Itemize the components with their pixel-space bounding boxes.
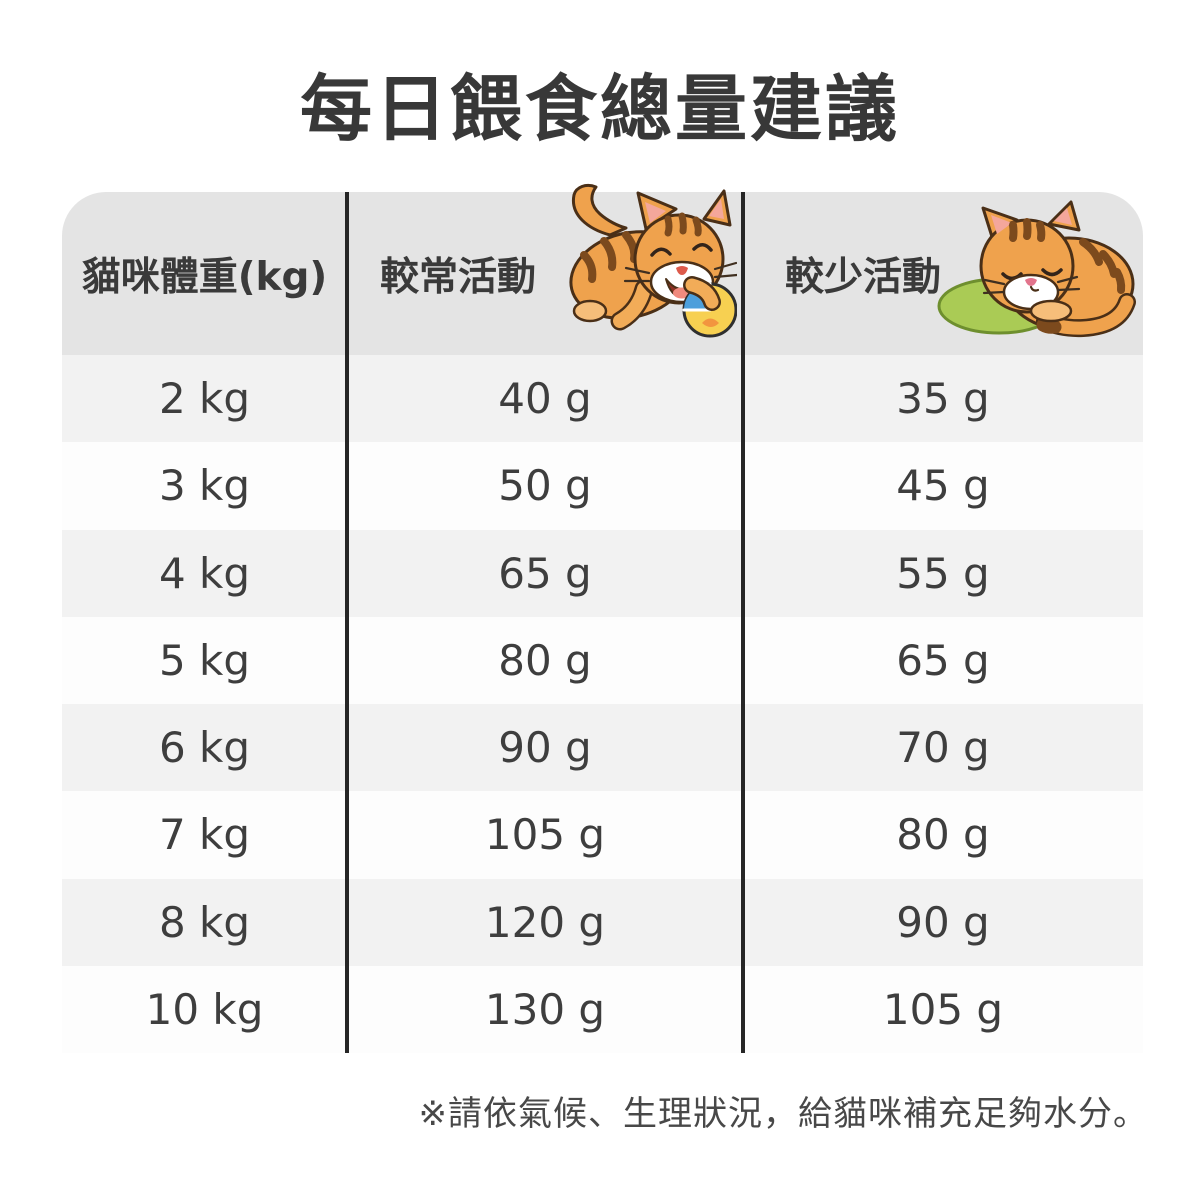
table-row: 4 kg 65 g 55 g (62, 529, 1143, 617)
active-amount-cell: 130 g (484, 984, 606, 1034)
weight-cell: 3 kg (158, 461, 251, 511)
inactive-amount-cell: 55 g (896, 548, 990, 598)
active-amount-cell: 80 g (498, 635, 592, 685)
inactive-amount-cell: 45 g (896, 461, 990, 511)
active-amount-cell: 90 g (498, 723, 592, 773)
inactive-amount-cell: 90 g (896, 897, 990, 947)
column-divider (741, 192, 745, 1053)
table-row: 7 kg 105 g 80 g (62, 791, 1143, 879)
weight-cell: 2 kg (158, 374, 251, 424)
table-row: 2 kg 40 g 35 g (62, 355, 1143, 443)
active-amount-cell: 40 g (498, 374, 592, 424)
table-row: 6 kg 90 g 70 g (62, 704, 1143, 792)
weight-cell: 4 kg (158, 548, 251, 598)
header-more-active: 較常活動 (380, 254, 537, 300)
column-divider (345, 192, 349, 1053)
table-row: 10 kg 130 g 105 g (62, 965, 1143, 1053)
table-row: 3 kg 50 g 45 g (62, 442, 1143, 530)
header-weight: 貓咪體重(kg) (81, 254, 328, 300)
inactive-amount-cell: 65 g (896, 635, 990, 685)
sleeping-cat-on-pillow-icon (937, 200, 1136, 338)
footnote: ※請依氣候、生理狀況，給貓咪補充足夠水分。 (418, 1094, 1148, 1134)
inactive-amount-cell: 35 g (896, 374, 990, 424)
page-title: 每日餵食總量建議 (299, 67, 900, 151)
weight-cell: 8 kg (158, 897, 251, 947)
inactive-amount-cell: 70 g (896, 723, 990, 773)
active-amount-cell: 50 g (498, 461, 592, 511)
weight-cell: 10 kg (145, 984, 264, 1034)
table-row: 8 kg 120 g 90 g (62, 878, 1143, 966)
header-less-active: 較少活動 (785, 254, 942, 300)
feeding-table: 貓咪體重(kg) 較常活動 較少活動 2 kg 40 g 35 g 3 kg 5… (62, 183, 1143, 1053)
inactive-amount-cell: 80 g (896, 810, 990, 860)
table-row: 5 kg 80 g 65 g (62, 616, 1143, 704)
weight-cell: 7 kg (158, 810, 251, 860)
active-amount-cell: 65 g (498, 548, 592, 598)
active-amount-cell: 105 g (484, 810, 606, 860)
inactive-amount-cell: 105 g (882, 984, 1004, 1034)
weight-cell: 5 kg (158, 635, 251, 685)
table-body: 2 kg 40 g 35 g 3 kg 50 g 45 g 4 kg 65 g … (62, 355, 1143, 1053)
playing-cat-with-ball-icon (569, 183, 737, 338)
active-amount-cell: 120 g (484, 897, 606, 947)
weight-cell: 6 kg (158, 723, 251, 773)
